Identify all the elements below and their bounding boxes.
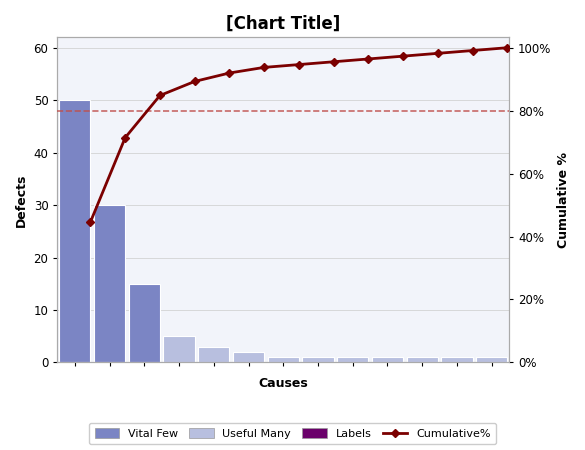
X-axis label: Causes: Causes (259, 377, 308, 390)
Legend: Vital Few, Useful Many, Labels, Cumulative%: Vital Few, Useful Many, Labels, Cumulati… (89, 423, 496, 445)
Bar (94, 205, 125, 362)
Y-axis label: Defects: Defects (15, 173, 28, 226)
Y-axis label: Cumulative %: Cumulative % (557, 152, 570, 248)
Bar (267, 357, 299, 362)
Bar (302, 357, 333, 362)
Bar (441, 357, 473, 362)
Bar (476, 357, 507, 362)
Bar (163, 336, 195, 362)
Bar (337, 357, 369, 362)
Bar (407, 357, 438, 362)
Bar (372, 357, 403, 362)
Title: [Chart Title]: [Chart Title] (226, 15, 340, 33)
Bar (198, 346, 229, 362)
Bar (129, 284, 160, 362)
Bar (59, 100, 91, 362)
Bar (233, 352, 264, 362)
